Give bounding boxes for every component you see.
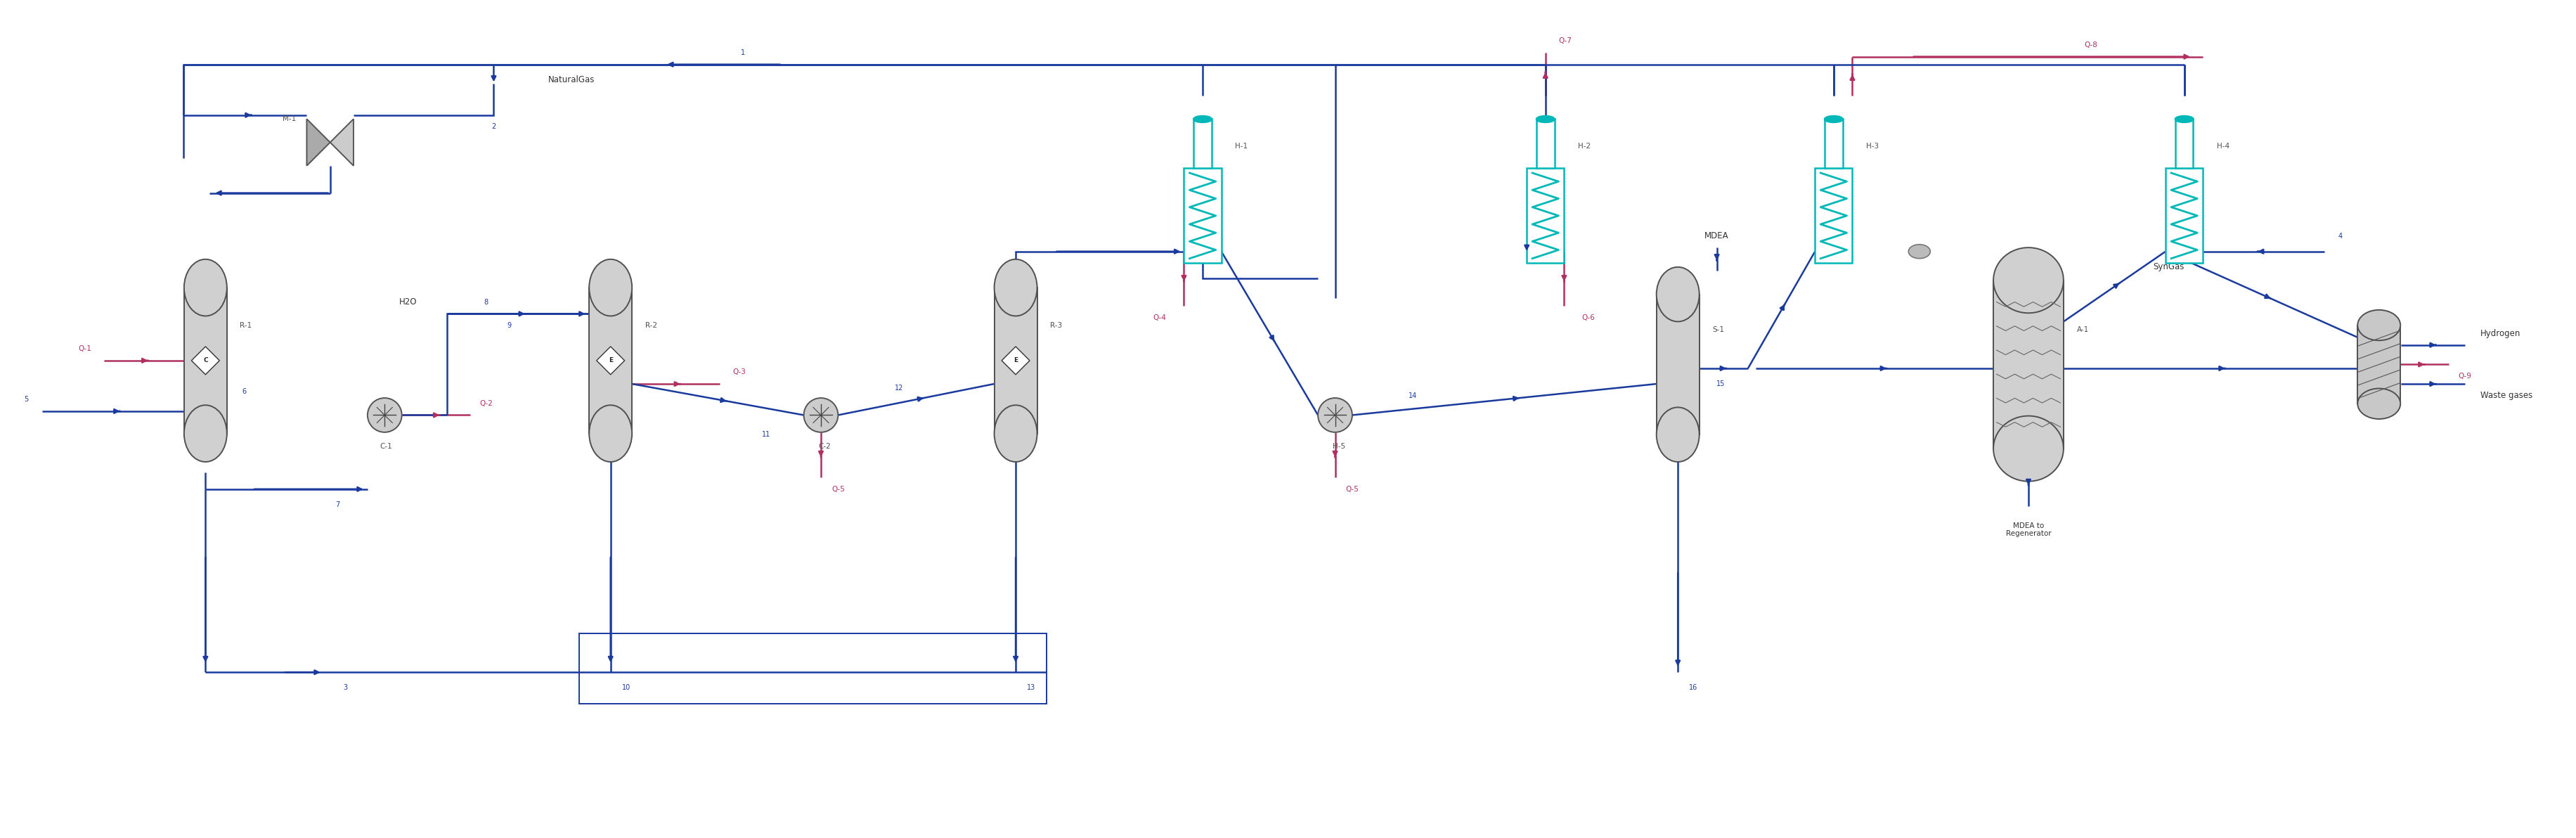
Polygon shape bbox=[307, 119, 330, 166]
Ellipse shape bbox=[1909, 245, 1929, 258]
Text: H-1: H-1 bbox=[1234, 142, 1247, 150]
Text: H-3: H-3 bbox=[1865, 142, 1878, 150]
Text: MDEA: MDEA bbox=[1705, 231, 1728, 241]
Bar bbox=[1824, 119, 1842, 168]
Text: H-2: H-2 bbox=[1577, 142, 1589, 150]
Text: M-1: M-1 bbox=[283, 116, 296, 122]
Text: Q-9: Q-9 bbox=[2458, 373, 2470, 380]
Text: 4: 4 bbox=[2336, 232, 2342, 240]
Text: 8: 8 bbox=[484, 298, 487, 306]
Ellipse shape bbox=[1994, 416, 2063, 481]
Text: NaturalGas: NaturalGas bbox=[549, 75, 595, 85]
Text: C-2: C-2 bbox=[819, 442, 832, 450]
Bar bbox=[1814, 168, 1852, 263]
Ellipse shape bbox=[2357, 389, 2401, 419]
Text: Q-5: Q-5 bbox=[1345, 485, 1358, 493]
Ellipse shape bbox=[1656, 407, 1698, 462]
Ellipse shape bbox=[590, 405, 631, 462]
Text: 15: 15 bbox=[1716, 380, 1723, 387]
Text: Q-8: Q-8 bbox=[2084, 41, 2097, 49]
Text: E: E bbox=[608, 357, 613, 364]
Text: R-2: R-2 bbox=[644, 322, 657, 329]
Text: MDEA to
Regenerator: MDEA to Regenerator bbox=[2004, 522, 2050, 537]
Bar bbox=[1182, 168, 1221, 263]
Text: C: C bbox=[204, 357, 209, 364]
Text: 2: 2 bbox=[492, 123, 495, 131]
Text: 1: 1 bbox=[742, 49, 744, 56]
Ellipse shape bbox=[2357, 310, 2401, 340]
Circle shape bbox=[804, 398, 837, 432]
Text: 13: 13 bbox=[1028, 685, 1036, 691]
Bar bbox=[580, 634, 1046, 703]
Text: A-1: A-1 bbox=[2076, 326, 2089, 333]
Text: Waste gases: Waste gases bbox=[2481, 391, 2532, 401]
Text: 9: 9 bbox=[507, 322, 510, 329]
Bar bbox=[183, 287, 227, 433]
Circle shape bbox=[1316, 398, 1352, 432]
Text: 14: 14 bbox=[1409, 392, 1417, 399]
Bar bbox=[590, 287, 631, 433]
Text: H-5: H-5 bbox=[1332, 442, 1345, 450]
Text: Q-6: Q-6 bbox=[1582, 314, 1595, 321]
Polygon shape bbox=[1002, 347, 1030, 375]
Ellipse shape bbox=[1994, 247, 2063, 313]
Text: H2O: H2O bbox=[399, 297, 417, 307]
Text: Q-2: Q-2 bbox=[479, 400, 492, 407]
Text: Q-7: Q-7 bbox=[1558, 38, 1571, 44]
Ellipse shape bbox=[994, 405, 1036, 462]
Polygon shape bbox=[330, 119, 353, 166]
Polygon shape bbox=[598, 347, 623, 375]
Ellipse shape bbox=[1193, 116, 1211, 122]
Text: Q-4: Q-4 bbox=[1154, 314, 1167, 321]
Text: Q-5: Q-5 bbox=[832, 485, 845, 493]
Ellipse shape bbox=[994, 259, 1036, 316]
Text: R-1: R-1 bbox=[240, 322, 252, 329]
Text: 3: 3 bbox=[343, 685, 348, 691]
Text: 7: 7 bbox=[335, 501, 340, 508]
Ellipse shape bbox=[183, 259, 227, 316]
Bar bbox=[2164, 168, 2202, 263]
Text: C-1: C-1 bbox=[379, 442, 392, 450]
Text: R-3: R-3 bbox=[1051, 322, 1061, 329]
Ellipse shape bbox=[2174, 116, 2192, 122]
Bar bbox=[1994, 280, 2063, 448]
Bar bbox=[1528, 168, 1564, 263]
Bar bbox=[1193, 119, 1211, 168]
Bar bbox=[2174, 119, 2192, 168]
Text: SP: SP bbox=[2375, 361, 2383, 368]
Text: 12: 12 bbox=[894, 385, 904, 391]
Bar bbox=[2357, 325, 2401, 404]
Text: Hydrogen: Hydrogen bbox=[2481, 328, 2519, 338]
Ellipse shape bbox=[1535, 116, 1553, 122]
Text: H-4: H-4 bbox=[2215, 142, 2228, 150]
Circle shape bbox=[368, 398, 402, 432]
Text: 10: 10 bbox=[621, 685, 631, 691]
Text: 6: 6 bbox=[242, 388, 247, 396]
Text: E: E bbox=[1012, 357, 1018, 364]
Ellipse shape bbox=[590, 259, 631, 316]
Bar bbox=[994, 287, 1036, 433]
Text: 5: 5 bbox=[23, 396, 28, 403]
Ellipse shape bbox=[183, 405, 227, 462]
Ellipse shape bbox=[1824, 116, 1842, 122]
Bar bbox=[1535, 119, 1553, 168]
Bar bbox=[1656, 294, 1698, 435]
Text: Q-3: Q-3 bbox=[732, 369, 744, 375]
Text: Q-1: Q-1 bbox=[77, 345, 90, 353]
Ellipse shape bbox=[1656, 267, 1698, 322]
Text: S-1: S-1 bbox=[1713, 326, 1723, 333]
Text: SynGas: SynGas bbox=[2154, 262, 2184, 272]
Polygon shape bbox=[191, 347, 219, 375]
Text: 16: 16 bbox=[1690, 685, 1698, 691]
Text: 11: 11 bbox=[762, 431, 770, 438]
